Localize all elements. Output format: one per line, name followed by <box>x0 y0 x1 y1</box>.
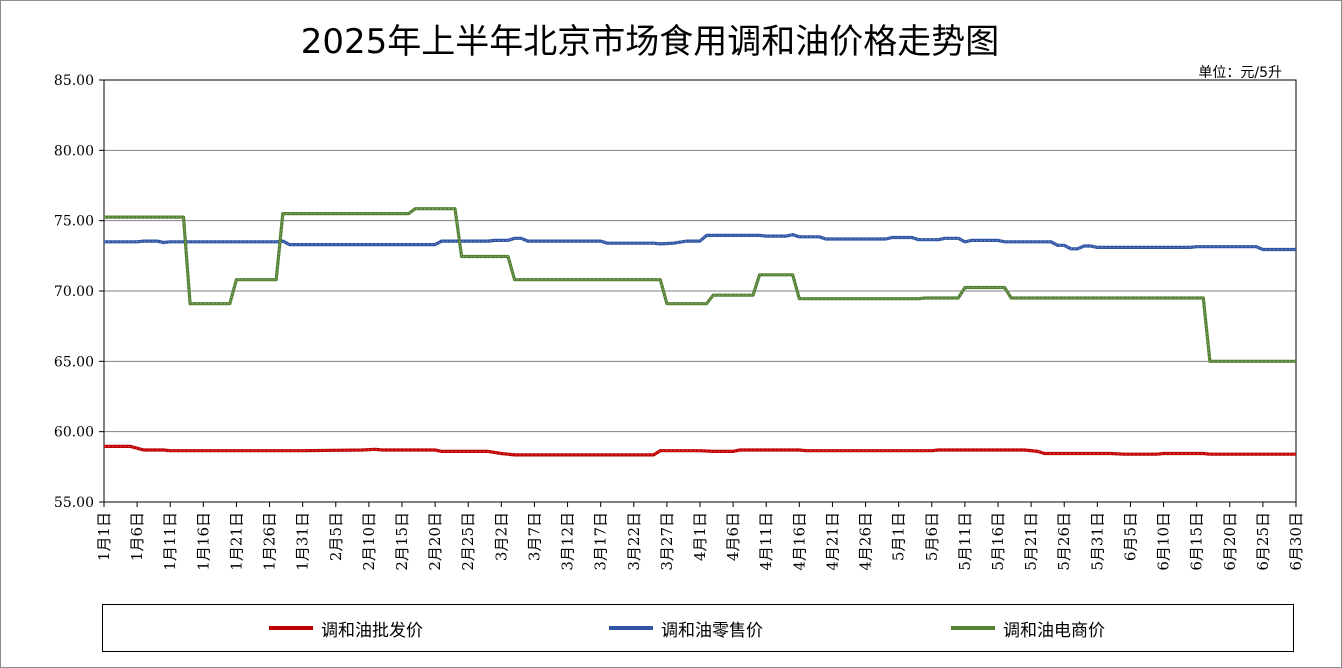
series-line-marker-0 <box>104 445 1296 456</box>
x-tick-label: 6月25日 <box>1254 512 1272 571</box>
x-tick-label: 1月11日 <box>161 512 179 571</box>
x-tick-label: 4月6日 <box>724 512 742 561</box>
legend: 调和油批发价 调和油零售价 调和油电商价 <box>102 604 1294 652</box>
x-tick-label: 2月25日 <box>459 512 477 571</box>
x-tick-label: 6月5日 <box>1121 512 1139 561</box>
x-tick-label: 2月20日 <box>426 512 444 571</box>
x-tick-label: 6月30日 <box>1287 512 1305 571</box>
x-tick-label: 5月6日 <box>923 512 941 561</box>
series-line-marker-1 <box>104 234 1296 250</box>
series-line-1 <box>104 233 1296 252</box>
unit-label: 单位：元/5升 <box>1198 65 1282 81</box>
legend-label-wholesale: 调和油批发价 <box>321 620 423 641</box>
x-tick-label: 1月16日 <box>194 512 212 571</box>
x-tick-label: 5月16日 <box>989 512 1007 571</box>
y-axis-ticks: 85.00 80.00 75.00 70.00 65.00 60.00 55.00 <box>54 73 104 511</box>
series-line-2 <box>104 207 1296 363</box>
legend-swatch-wholesale <box>269 626 313 630</box>
grid-lines <box>104 149 1296 433</box>
x-tick-label: 3月17日 <box>592 512 610 571</box>
y-tick-label: 65.00 <box>54 354 94 370</box>
x-tick-label: 2月10日 <box>360 512 378 571</box>
x-tick-label: 3月27日 <box>658 512 676 571</box>
x-tick-label: 1月26日 <box>261 512 279 571</box>
x-tick-label: 4月1日 <box>691 512 709 561</box>
x-tick-label: 5月26日 <box>1055 512 1073 571</box>
x-tick-label: 5月11日 <box>956 512 974 571</box>
x-tick-label: 3月7日 <box>525 512 543 561</box>
x-tick-label: 2月5日 <box>327 512 345 561</box>
series-line-marker-2 <box>104 208 1296 362</box>
x-tick-label: 5月21日 <box>1022 512 1040 571</box>
legend-swatch-ecommerce <box>951 626 995 630</box>
x-tick-label: 1月31日 <box>294 512 312 571</box>
y-tick-label: 75.00 <box>54 214 94 230</box>
y-tick-label: 55.00 <box>54 495 94 511</box>
x-tick-label: 5月1日 <box>890 512 908 561</box>
y-tick-label: 80.00 <box>54 143 94 159</box>
chart-title: 2025年上半年北京市场食用调和油价格走势图 <box>300 22 1000 62</box>
series-line-0 <box>104 444 1296 457</box>
x-tick-label: 2月15日 <box>393 512 411 571</box>
x-tick-label: 6月10日 <box>1155 512 1173 571</box>
x-tick-label: 4月21日 <box>823 512 841 571</box>
x-tick-label: 4月11日 <box>757 512 775 571</box>
x-tick-label: 1月21日 <box>227 512 245 571</box>
x-tick-label: 3月22日 <box>625 512 643 571</box>
legend-label-ecommerce: 调和油电商价 <box>1003 620 1105 641</box>
legend-swatch-retail <box>609 626 653 630</box>
y-tick-label: 60.00 <box>54 425 94 441</box>
x-tick-label: 1月6日 <box>128 512 146 561</box>
y-tick-label: 85.00 <box>54 73 94 89</box>
x-tick-label: 1月1日 <box>95 512 113 561</box>
legend-item-wholesale: 调和油批发价 <box>269 617 423 641</box>
x-tick-label: 6月15日 <box>1188 512 1206 571</box>
legend-item-ecommerce: 调和油电商价 <box>951 617 1105 641</box>
x-tick-label: 3月2日 <box>492 512 510 561</box>
x-tick-label: 6月20日 <box>1221 512 1239 571</box>
x-tick-label: 4月16日 <box>790 512 808 571</box>
x-axis-ticks: 1月1日 1月6日 1月11日 1月16日 1月21日 1月26日 1月31日 2月5日 2月1… <box>95 502 1305 571</box>
legend-item-retail: 调和油零售价 <box>609 617 763 641</box>
series-lines <box>104 207 1296 457</box>
x-tick-label: 3月12日 <box>559 512 577 571</box>
legend-label-retail: 调和油零售价 <box>661 620 763 641</box>
x-tick-label: 4月26日 <box>857 512 875 571</box>
y-tick-label: 70.00 <box>54 284 94 300</box>
x-tick-label: 5月31日 <box>1088 512 1106 571</box>
